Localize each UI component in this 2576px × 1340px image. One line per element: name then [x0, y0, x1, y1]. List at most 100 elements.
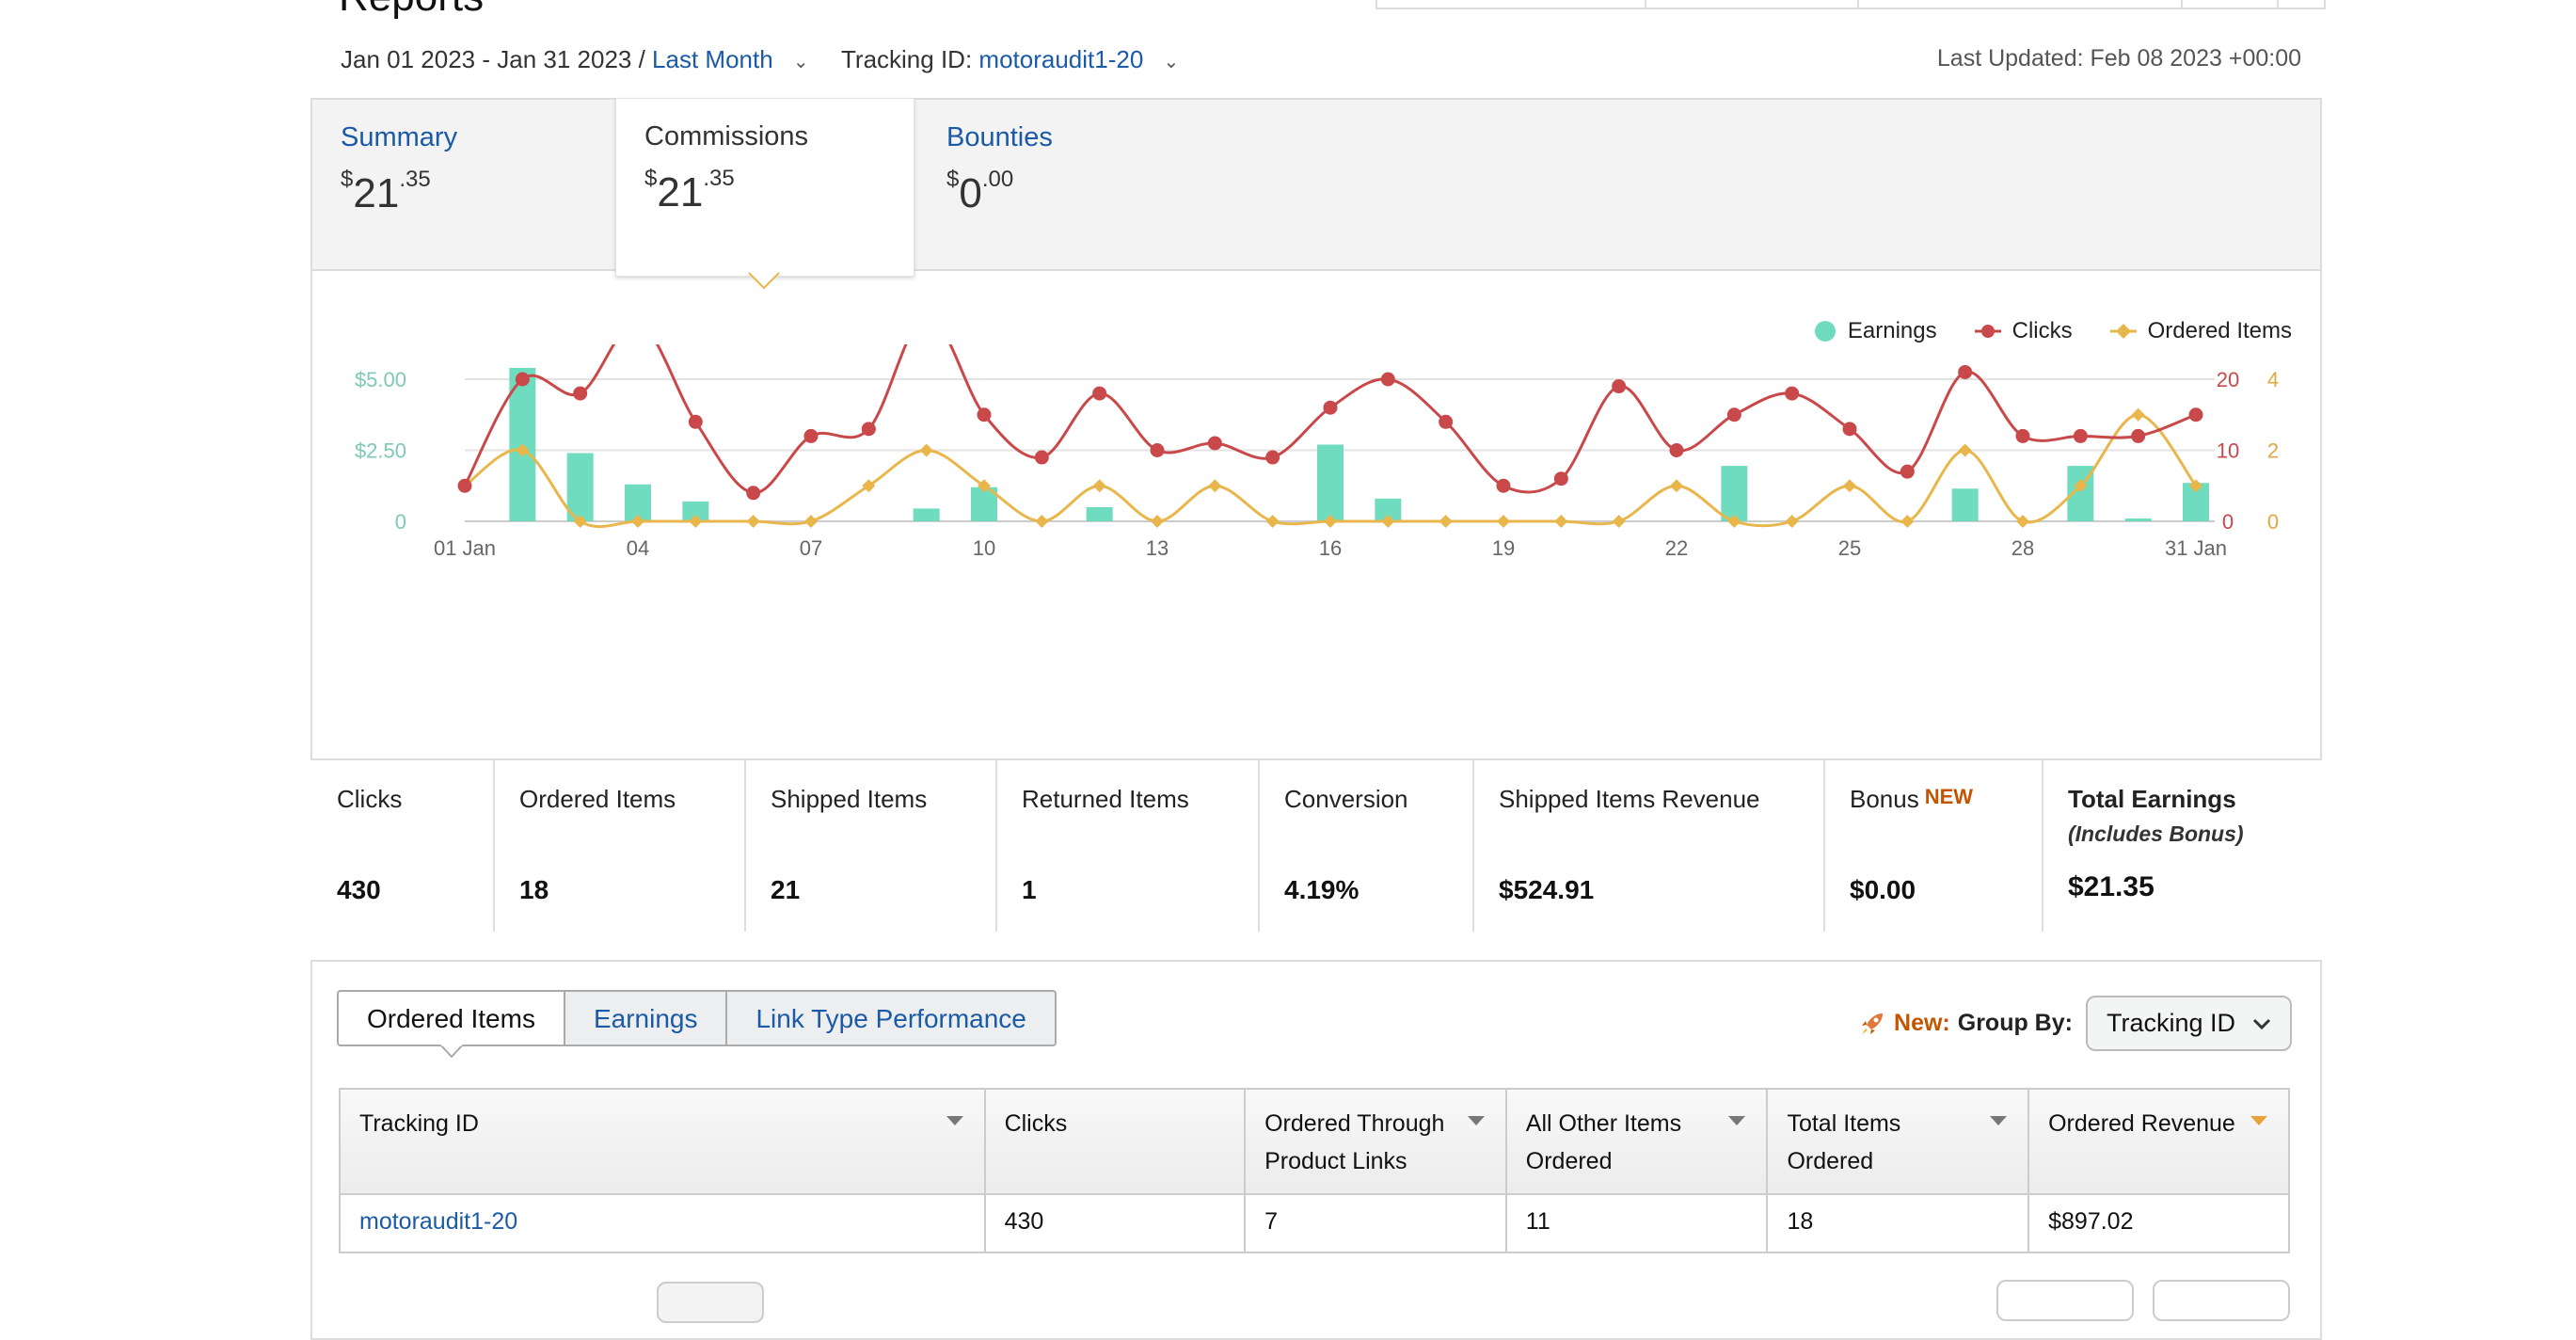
top-nav-tab[interactable] [1646, 0, 1859, 8]
ordered-items-point [978, 479, 991, 493]
clicks-point [1034, 450, 1049, 465]
earnings-bar [682, 501, 709, 521]
legend-label: Earnings [1847, 318, 1937, 343]
last-updated-text: Last Updated: Feb 08 2023 +00:00 [1936, 45, 2301, 72]
clicks-point [2015, 428, 2030, 443]
stat-total-earnings: Total Earnings (Includes Bonus) $21.35 [2043, 760, 2320, 932]
stat-conversion: Conversion 4.19% [1260, 760, 1474, 932]
top-nav-tab[interactable] [1859, 0, 2183, 8]
clicks-point [1842, 422, 1857, 437]
clicks-point [746, 486, 761, 501]
col-total-items-ordered[interactable]: Total Items Ordered [1766, 1088, 2030, 1195]
stat-bonus: Bonus NEW $0.00 [1825, 760, 2043, 932]
clicks-point [861, 422, 876, 437]
cell-tracking-id[interactable]: motoraudit1-20 [339, 1193, 986, 1253]
sort-arrow-icon[interactable] [1728, 1116, 1746, 1125]
col-all-other-items-ordered[interactable]: All Other Items Ordered [1504, 1088, 1769, 1195]
chevron-down-icon[interactable]: ⌄ [1163, 52, 1180, 72]
ordered-items-point [1208, 479, 1222, 493]
sort-arrow-icon[interactable] [1990, 1116, 2008, 1125]
group-by-select[interactable]: Tracking ID [2085, 996, 2292, 1051]
col-clicks[interactable]: Clicks [983, 1088, 1247, 1195]
ordered-items-table: Tracking ID Clicks Ordered Through Produ… [339, 1088, 2290, 1253]
stat-value: 4.19% [1284, 875, 1360, 904]
ordered-items-point [516, 443, 530, 457]
clicks-point [1323, 400, 1338, 415]
stat-label: Shipped Items [771, 785, 928, 813]
stat-label: Total Earnings [2068, 785, 2236, 813]
date-preset-link[interactable]: Last Month [652, 45, 773, 73]
col-tracking-id[interactable]: Tracking ID [339, 1088, 986, 1195]
stat-label: Shipped Items Revenue [1499, 785, 1760, 813]
ordered-items-point [1958, 443, 1972, 457]
x-tick-label: 28 [2012, 536, 2034, 560]
new-badge: NEW [1924, 785, 1974, 808]
clicks-point [573, 386, 588, 401]
tab-bounties[interactable]: Bounties $0.00 [946, 100, 1053, 269]
legend-ordered-items[interactable]: Ordered Items [2109, 318, 2292, 344]
clicks-point [1207, 436, 1222, 451]
line-diamond-icon [2109, 324, 2137, 339]
tab-amount: $0.00 [946, 167, 1014, 216]
tracking-id-value[interactable]: motoraudit1-20 [978, 45, 1144, 73]
report-panel: Ordered Items Earnings Link Type Perform… [310, 960, 2322, 1340]
clicks-point [1380, 372, 1395, 387]
tab-ordered-items[interactable]: Ordered Items [337, 990, 565, 1046]
stat-label: Returned Items [1022, 785, 1189, 813]
active-tab-caret-icon [440, 1045, 463, 1058]
tab-earnings[interactable]: Earnings [563, 990, 728, 1046]
next-page-button[interactable] [2153, 1280, 2290, 1321]
tab-label[interactable]: Bounties [946, 122, 1053, 152]
line-dot-icon [1974, 325, 2001, 338]
stat-value: $21.35 [2068, 871, 2155, 902]
clicks-point [1150, 443, 1165, 457]
clicks-point [2188, 407, 2203, 423]
top-nav-tab[interactable] [2183, 0, 2279, 8]
ordered-items-point [1035, 515, 1049, 528]
tab-summary[interactable]: Summary $21.35 [341, 100, 457, 269]
prev-page-button[interactable] [1996, 1280, 2134, 1321]
sort-arrow-active-icon[interactable] [2250, 1116, 2267, 1125]
new-label: New: [1894, 1010, 1950, 1036]
tracking-id-selector[interactable]: Tracking ID: motoraudit1-20 ⌄ [841, 45, 1179, 74]
ordered-items-point [804, 515, 818, 528]
y-tick-items: 4 [2267, 368, 2279, 391]
clicks-point [1900, 464, 1915, 479]
top-nav-tab[interactable] [1377, 0, 1646, 8]
clicks-point [688, 414, 703, 429]
date-range-selector[interactable]: Jan 01 2023 - Jan 31 2023 / Last Month ⌄ [341, 45, 809, 74]
cell-total-items: 18 [1766, 1193, 2030, 1253]
sort-arrow-icon[interactable] [946, 1116, 963, 1125]
y-tick-items: 2 [2267, 439, 2279, 463]
tab-amount: $21.35 [341, 167, 431, 216]
ordered-items-point [1785, 515, 1799, 528]
y-tick-clicks: 20 [2217, 368, 2239, 391]
x-tick-label: 13 [1146, 536, 1169, 560]
ordered-items-point [1265, 515, 1280, 528]
ordered-items-point [631, 515, 644, 528]
stat-shipped-revenue: Shipped Items Revenue $524.91 [1474, 760, 1825, 932]
chart-legend: Earnings Clicks Ordered Items [1814, 318, 2292, 344]
rows-per-page-select[interactable] [657, 1282, 764, 1323]
cell-clicks: 430 [983, 1193, 1247, 1253]
legend-label: Clicks [2012, 318, 2073, 343]
cell-all-other-items: 11 [1504, 1193, 1769, 1253]
col-ordered-revenue[interactable]: Ordered Revenue [2027, 1088, 2290, 1195]
tab-label[interactable]: Summary [341, 122, 458, 152]
earnings-bar [1317, 444, 1344, 521]
sort-arrow-icon[interactable] [1467, 1116, 1485, 1125]
ordered-items-point [689, 515, 703, 528]
stat-value: 1 [1022, 875, 1037, 904]
tab-commissions[interactable]: Commissions $21.35 [615, 98, 914, 277]
legend-clicks[interactable]: Clicks [1974, 318, 2073, 344]
stat-value: $524.91 [1499, 875, 1595, 904]
col-ordered-through-product-links[interactable]: Ordered Through Product Links [1244, 1088, 1507, 1195]
chevron-down-icon[interactable]: ⌄ [792, 52, 809, 72]
ordered-items-point [2074, 479, 2088, 493]
legend-earnings[interactable]: Earnings [1814, 318, 1937, 344]
group-by-label: Group By: [1957, 1010, 2073, 1036]
tab-link-type-performance[interactable]: Link Type Performance [725, 990, 1057, 1046]
ordered-items-point [919, 443, 933, 457]
tracking-id-link[interactable]: motoraudit1-20 [359, 1208, 518, 1235]
group-by-value: Tracking ID [2106, 1009, 2235, 1037]
